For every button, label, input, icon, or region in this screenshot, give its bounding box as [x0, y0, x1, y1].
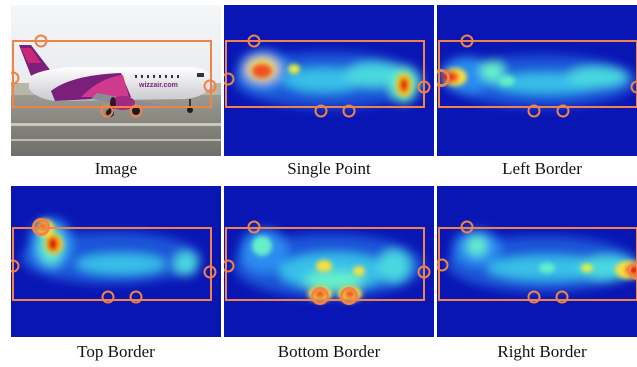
click-point-bottom-2	[129, 104, 143, 118]
click-point-right	[417, 80, 431, 94]
click-point-left	[224, 259, 235, 273]
click-point-bottom-2	[556, 104, 570, 118]
click-point-bottom-1	[101, 290, 115, 304]
click-point-left-active	[437, 69, 450, 87]
airline-logo-text: wizzair.com	[138, 82, 178, 89]
caption-image: Image	[94, 159, 138, 178]
panel-top-border	[11, 186, 221, 337]
click-point-bottom-1	[314, 104, 328, 118]
click-point-left	[437, 258, 449, 272]
click-point-top	[247, 34, 261, 48]
airplane-photo: wizzair.com	[11, 5, 221, 156]
click-point-top	[247, 220, 261, 234]
panel-right-border	[437, 186, 637, 337]
click-point-left	[11, 259, 20, 273]
click-point-bottom-1	[100, 104, 114, 118]
panel-left-border	[437, 5, 637, 156]
click-point-right	[203, 265, 217, 279]
caption-left-border: Left Border	[502, 159, 582, 178]
panel-bottom-border	[224, 186, 434, 337]
heatmap-top-border	[11, 186, 221, 337]
panel-image: wizzair.com	[11, 5, 221, 156]
click-point-right	[203, 79, 217, 93]
caption-top-border: Top Border	[77, 342, 155, 361]
click-point-top	[460, 34, 474, 48]
click-point-bottom-2	[129, 290, 143, 304]
click-point-bottom-1-active	[311, 287, 329, 305]
heatmap-left-border	[437, 5, 637, 156]
caption-bottom-border: Bottom Border	[277, 342, 381, 361]
caption-right-border: Right Border	[497, 342, 587, 361]
heatmap-right-border	[437, 186, 637, 337]
click-point-top	[460, 220, 474, 234]
click-point-top	[34, 34, 48, 48]
click-point-bottom-1	[527, 104, 541, 118]
click-point-right	[417, 265, 431, 279]
heatmap-bottom-border	[224, 186, 434, 337]
click-point-top-active	[32, 218, 50, 236]
click-point-bottom-2-active	[340, 287, 358, 305]
caption-single-point: Single Point	[287, 159, 371, 178]
click-point-bottom-1	[527, 290, 541, 304]
click-point-left	[11, 71, 20, 85]
heatmap-single-point	[224, 5, 434, 156]
click-point-bottom-2	[342, 104, 356, 118]
panel-single-point	[224, 5, 434, 156]
click-point-right	[630, 80, 637, 94]
click-point-right-active	[628, 262, 637, 280]
click-point-bottom-2	[555, 290, 569, 304]
click-point-left	[224, 72, 235, 86]
